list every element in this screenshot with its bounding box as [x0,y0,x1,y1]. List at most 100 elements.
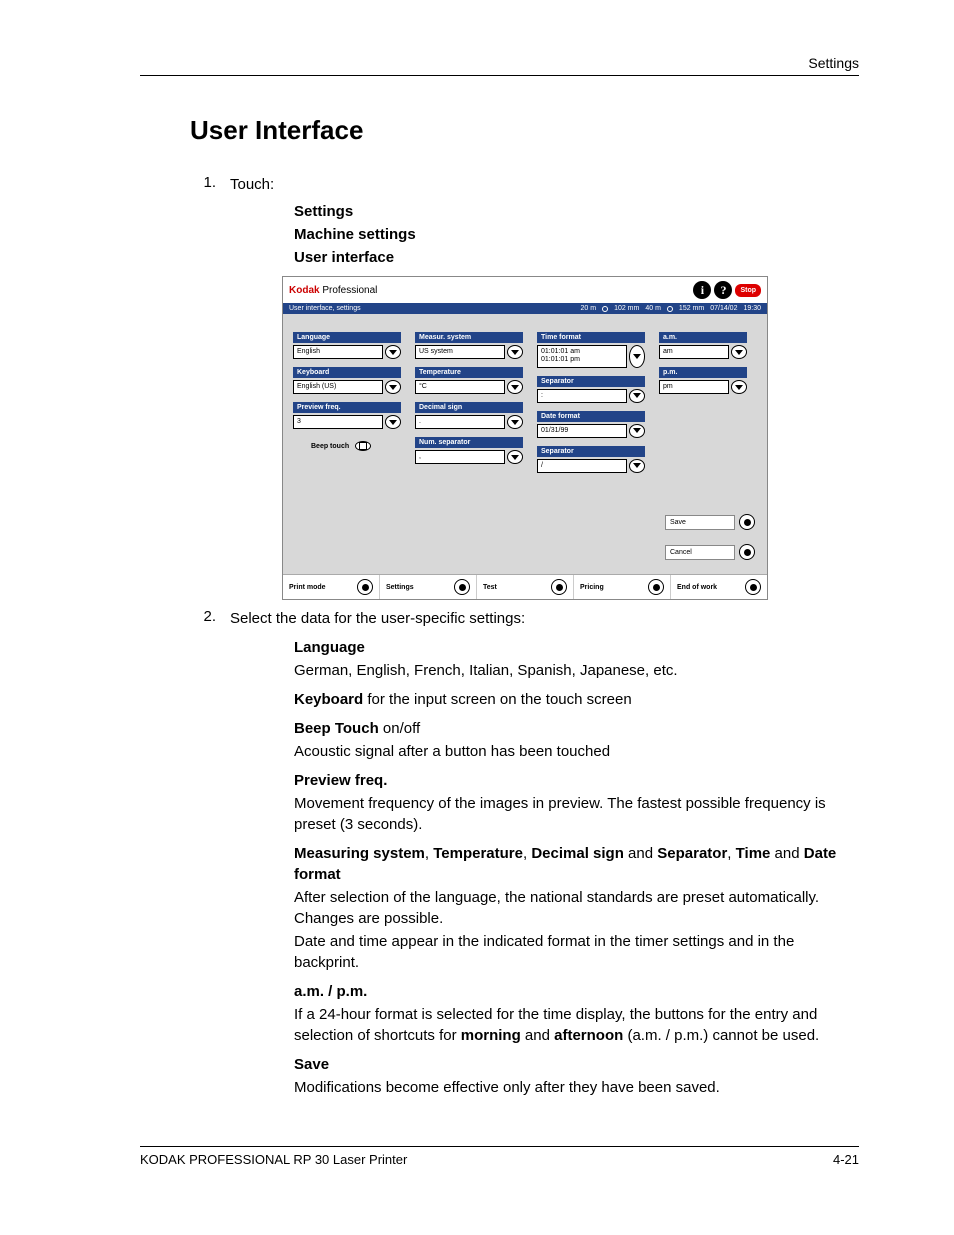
desc-ampm-heading: a.m. / p.m. [294,983,367,1000]
desc-beep-text: Acoustic signal after a button has been … [294,741,860,762]
dropdown-icon[interactable] [507,345,523,359]
preview-freq-field[interactable]: 3 [293,415,383,429]
desc-beep-suffix: on/off [379,720,420,737]
date-format-label: Date format [537,411,645,422]
save-cancel-group: Save Cancel [665,514,755,560]
dropdown-icon[interactable] [731,345,747,359]
breadcrumb-settings: Settings [294,201,860,222]
ss-body: Language English Keyboard English (US) P… [283,314,767,574]
desc-meas-heading-1: Measuring system [294,845,425,862]
radio-icon[interactable] [739,514,755,530]
save-button[interactable]: Save [665,515,735,530]
date-separator-field[interactable]: / [537,459,627,473]
dropdown-icon[interactable] [731,380,747,394]
kodak-logo: Kodak Professional [289,285,377,296]
ss-status-right: 20 m102 mm 40 m152 mm 07/14/02 19:30 [581,305,762,312]
decimal-sign-field[interactable]: . [415,415,505,429]
nav-print-mode[interactable]: Print mode [283,575,380,599]
time-separator-label: Separator [537,376,645,387]
page-title: User Interface [190,115,860,146]
beep-touch-toggle[interactable] [355,441,371,451]
ss-titlebar: Kodak Professional i ? Stop [283,277,767,303]
measur-system-field[interactable]: US system [415,345,505,359]
temperature-field[interactable]: °C [415,380,505,394]
header-rule [140,75,859,76]
decimal-sign-label: Decimal sign [415,402,523,413]
language-field[interactable]: English [293,345,383,359]
dropdown-icon[interactable] [629,459,645,473]
dropdown-icon[interactable] [507,450,523,464]
language-label: Language [293,332,401,343]
radio-icon [551,579,567,595]
desc-ampm-text: If a 24-hour format is selected for the … [294,1004,860,1046]
time-separator-field[interactable]: : [537,389,627,403]
step-1-subitems: Settings Machine settings User interface [294,201,860,268]
step-number: 2. [190,608,230,629]
time-format-field[interactable]: 01:01:01 am 01:01:01 pm [537,345,627,368]
dropdown-icon[interactable] [629,389,645,403]
desc-meas-heading-5: Time [736,845,771,862]
description-block: Language German, English, French, Italia… [294,637,860,1098]
radio-icon [454,579,470,595]
desc-meas-text-1: After selection of the language, the nat… [294,887,860,929]
ss-top-icons: i ? Stop [693,281,761,299]
content-area: User Interface 1. Touch: Settings Machin… [190,115,860,1100]
dropdown-icon[interactable] [507,380,523,394]
cancel-button[interactable]: Cancel [665,545,735,560]
num-separator-label: Num. separator [415,437,523,448]
ui-screenshot: Kodak Professional i ? Stop User interfa… [282,276,768,600]
info-icon[interactable]: i [693,281,711,299]
radio-icon [745,579,761,595]
desc-save-heading: Save [294,1056,329,1073]
dropdown-icon[interactable] [385,415,401,429]
date-format-field[interactable]: 01/31/99 [537,424,627,438]
desc-save-text: Modifications become effective only afte… [294,1077,860,1098]
ss-col-2: Measur. system US system Temperature °C … [415,332,523,479]
ss-col-3: Time format 01:01:01 am 01:01:01 pm Sepa… [537,332,645,479]
nav-test[interactable]: Test [477,575,574,599]
ss-col-1: Language English Keyboard English (US) P… [293,332,401,479]
nav-end-of-work[interactable]: End of work [671,575,767,599]
step-1: 1. Touch: [190,174,860,195]
footer-rule [140,1146,859,1147]
footer-product-name: KODAK PROFESSIONAL RP 30 Laser Printer [140,1152,407,1167]
ss-breadcrumb: User interface, settings [289,305,361,312]
pm-field[interactable]: pm [659,380,729,394]
step-2: 2. Select the data for the user-specific… [190,608,860,629]
time-format-label: Time format [537,332,645,343]
desc-meas-text-2: Date and time appear in the indicated fo… [294,931,860,973]
desc-preview-text: Movement frequency of the images in prev… [294,793,860,835]
help-icon[interactable]: ? [714,281,732,299]
dropdown-icon[interactable] [385,345,401,359]
keyboard-field[interactable]: English (US) [293,380,383,394]
dropdown-icon[interactable] [629,345,645,368]
pm-label: p.m. [659,367,747,378]
am-field[interactable]: am [659,345,729,359]
step-text: Touch: [230,174,860,195]
radio-icon[interactable] [739,544,755,560]
nav-settings[interactable]: Settings [380,575,477,599]
num-separator-field[interactable]: , [415,450,505,464]
desc-keyboard-heading: Keyboard [294,691,363,708]
desc-meas-heading-4: Separator [657,845,727,862]
measur-system-label: Measur. system [415,332,523,343]
footer-page-number: 4-21 [833,1152,859,1167]
radio-icon [648,579,664,595]
ss-col-4: a.m. am p.m. pm [659,332,747,479]
stop-button[interactable]: Stop [735,284,761,297]
nav-pricing[interactable]: Pricing [574,575,671,599]
preview-freq-label: Preview freq. [293,402,401,413]
breadcrumb-machine-settings: Machine settings [294,224,860,245]
desc-language-heading: Language [294,639,365,656]
desc-language-text: German, English, French, Italian, Spanis… [294,660,860,681]
step-number: 1. [190,174,230,195]
step-text: Select the data for the user-specific se… [230,608,860,629]
radio-icon [357,579,373,595]
am-label: a.m. [659,332,747,343]
dropdown-icon[interactable] [507,415,523,429]
desc-meas-heading-2: Temperature [433,845,523,862]
dropdown-icon[interactable] [629,424,645,438]
temperature-label: Temperature [415,367,523,378]
beep-touch-row: Beep touch [311,441,401,451]
dropdown-icon[interactable] [385,380,401,394]
